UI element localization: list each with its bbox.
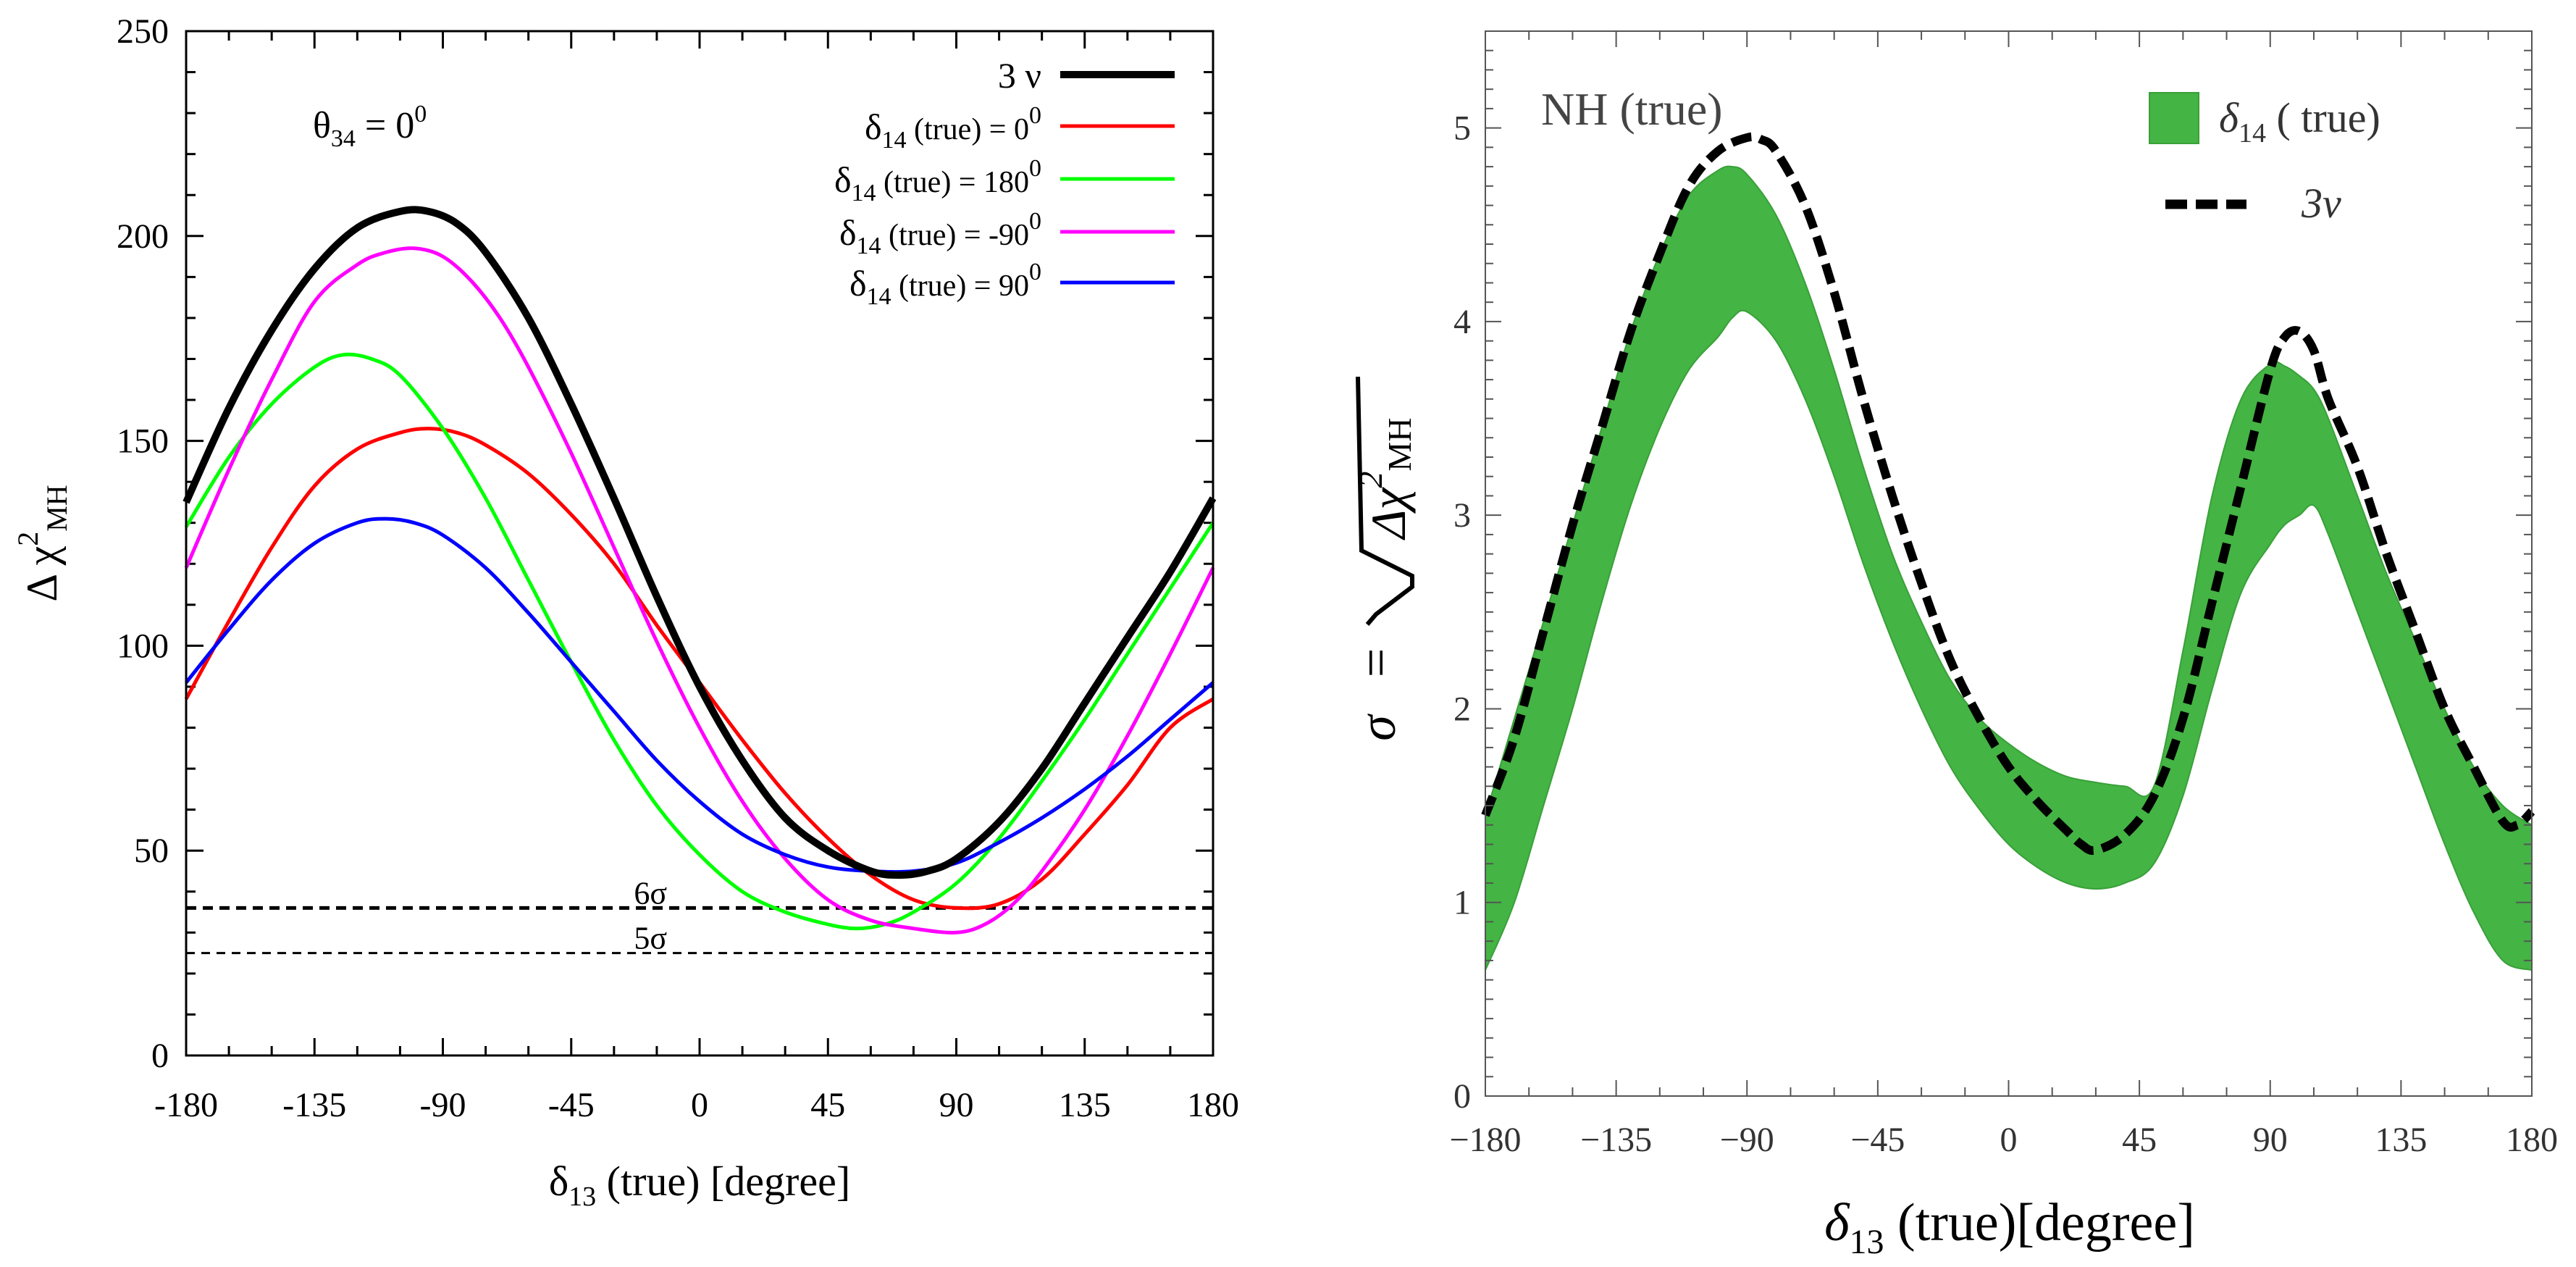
left-legend-label: δ14 (true) = 00 — [865, 102, 1041, 154]
right-y-axis-radical — [1356, 376, 1414, 626]
left-x-tick-labels: -180 -135 -90 -45 0 45 90 135 180 — [154, 1086, 1239, 1124]
left-y-tick-label: 200 — [117, 217, 169, 256]
right-x-tick-label: −90 — [1720, 1121, 1774, 1159]
left-legend-label: δ14 (true) = 1800 — [834, 155, 1041, 206]
right-x-tick-label: 0 — [2000, 1121, 2018, 1159]
right-ticks — [1485, 30, 2533, 1097]
left-x-tick-label: 90 — [939, 1086, 974, 1124]
left-y-tick-label: 0 — [151, 1037, 169, 1075]
left-series-line-2 — [184, 352, 1215, 931]
left-series-line-0 — [182, 206, 1217, 879]
left-hline-label: 6σ — [634, 875, 667, 911]
left-legend-label: δ14 (true) = -900 — [839, 208, 1041, 259]
left-legend-label: δ14 (true) = 900 — [849, 259, 1041, 310]
left-x-tick-label: -45 — [548, 1086, 595, 1124]
right-y-tick-label: 1 — [1453, 884, 1471, 922]
left-y-tick-label: 250 — [117, 12, 169, 51]
svg-text:=: = — [1347, 648, 1405, 678]
right-y-tick-label: 5 — [1453, 109, 1471, 148]
left-x-tick-label: 45 — [810, 1086, 845, 1124]
right-delta14-band — [1485, 165, 2533, 971]
right-x-tick-label: 45 — [2122, 1121, 2157, 1159]
left-plot-frame — [185, 30, 1214, 1057]
right-annotation: NH (true) — [1541, 83, 1723, 135]
right-x-tick-label: −135 — [1580, 1121, 1652, 1159]
left-x-tick-label: -180 — [154, 1086, 218, 1124]
left-y-tick-label: 150 — [117, 422, 169, 461]
right-y-tick-label: 2 — [1453, 690, 1471, 728]
right-y-tick-label: 4 — [1453, 303, 1471, 341]
left-hline-label: 5σ — [634, 921, 667, 956]
left-y-axis-label: Δ χ2MH — [12, 485, 73, 601]
left-x-tick-label: 180 — [1187, 1086, 1239, 1124]
left-x-tick-label: 135 — [1059, 1086, 1111, 1124]
right-x-tick-label: 180 — [2506, 1121, 2558, 1159]
right-y-axis-label: σ = Δχ2MH — [1347, 376, 1418, 741]
left-x-axis-label: δ13 (true) [degree] — [549, 1158, 850, 1212]
left-series-line-3 — [184, 246, 1215, 934]
right-x-tick-label: 135 — [2375, 1121, 2427, 1159]
left-legend-label: 3 ν — [998, 55, 1041, 96]
left-y-tick-labels: 0 50 100 150 200 250 — [117, 12, 169, 1075]
right-series-line-3nu — [1481, 132, 2535, 856]
svg-text:σ: σ — [1348, 714, 1406, 741]
left-series — [182, 206, 1217, 934]
right-y-tick-label: 3 — [1453, 496, 1471, 535]
right-x-tick-label: 90 — [2253, 1121, 2288, 1159]
right-y-tick-labels: 0 1 2 3 4 5 — [1453, 109, 1471, 1116]
svg-text:Δχ2MH: Δχ2MH — [1352, 418, 1418, 541]
left-x-tick-label: -90 — [420, 1086, 466, 1124]
right-x-tick-label: −45 — [1850, 1121, 1905, 1159]
right-legend-band-label: δ14 ( true) — [2219, 94, 2380, 149]
right-plot-frame — [1485, 30, 2533, 1097]
left-annotation: θ34 = 00 — [313, 101, 427, 152]
right-legend-band-swatch — [2149, 92, 2199, 144]
left-x-tick-label: -135 — [282, 1086, 346, 1124]
left-y-tick-label: 100 — [117, 627, 169, 665]
right-x-tick-label: −180 — [1449, 1121, 1521, 1159]
right-legend-3nu-label: 3ν — [2301, 180, 2341, 227]
left-y-tick-label: 50 — [134, 832, 169, 870]
right-x-axis-label: δ13 (true)[degree] — [1824, 1193, 2195, 1261]
right-series — [1481, 132, 2535, 856]
left-x-tick-label: 0 — [691, 1086, 708, 1124]
left-series-line-4 — [185, 517, 1214, 874]
left-series-line-1 — [184, 427, 1214, 911]
right-y-tick-label: 0 — [1453, 1077, 1471, 1116]
right-x-tick-labels: −180 −135 −90 −45 0 45 90 135 180 — [1449, 1121, 2558, 1159]
